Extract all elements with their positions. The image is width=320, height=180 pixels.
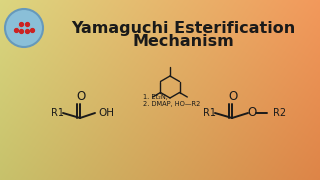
Text: OH: OH: [98, 108, 114, 118]
Text: O: O: [228, 91, 238, 104]
Text: O: O: [247, 107, 257, 120]
Text: 1. Et₂N,: 1. Et₂N,: [143, 94, 168, 100]
Text: O: O: [76, 91, 86, 104]
Text: 2. DMAP, HO—R2: 2. DMAP, HO—R2: [143, 101, 200, 107]
Text: Mechanism: Mechanism: [132, 35, 234, 50]
Text: R1: R1: [52, 108, 65, 118]
Text: R1: R1: [204, 108, 217, 118]
Text: R2: R2: [273, 108, 287, 118]
Text: Yamaguchi Esterification: Yamaguchi Esterification: [71, 21, 295, 35]
Circle shape: [5, 9, 43, 47]
